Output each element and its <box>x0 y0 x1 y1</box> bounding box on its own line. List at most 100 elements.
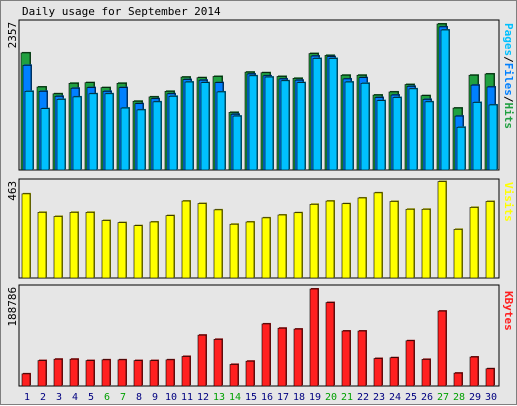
pages-bar <box>216 91 226 171</box>
kbytes-bar <box>389 357 399 387</box>
pages-bar <box>104 93 114 171</box>
visits-bar <box>405 208 415 279</box>
pages-bar <box>24 91 34 171</box>
kbytes-bar <box>21 373 31 387</box>
visits-bar <box>261 217 271 279</box>
pages-bar <box>472 102 482 171</box>
legend-files: Files <box>502 63 515 96</box>
visits-bar <box>181 200 191 279</box>
day-label: 20 <box>325 392 337 403</box>
day-label: 4 <box>72 392 78 403</box>
kbytes-bar <box>37 360 47 387</box>
visits-bar <box>421 208 431 279</box>
legend-sep: / <box>502 96 515 103</box>
pages-bar <box>248 75 258 171</box>
kbytes-bar <box>133 360 143 387</box>
visits-bar <box>469 207 479 279</box>
kbytes-bar <box>117 359 127 387</box>
y-max-label-1: 2357 <box>6 22 19 49</box>
pages-bar <box>328 58 338 171</box>
kbytes-bar <box>197 334 207 387</box>
kbytes-bar <box>373 358 383 387</box>
visits-bar <box>229 223 239 279</box>
pages-bar <box>88 93 98 171</box>
day-label: 22 <box>357 392 369 403</box>
pages-bar <box>264 76 274 171</box>
panel-1-border <box>18 19 500 171</box>
pages-bar <box>424 101 434 171</box>
visits-bar <box>357 197 367 279</box>
day-label: 8 <box>136 392 142 403</box>
kbytes-bar <box>341 330 351 387</box>
kbytes-bar <box>149 360 159 387</box>
legend-panel-3: KBytes <box>502 291 515 331</box>
visits-bar <box>389 201 399 279</box>
day-label: 14 <box>229 392 241 403</box>
visits-bar <box>341 203 351 279</box>
y-max-label-2: 463 <box>6 181 19 201</box>
pages-bar <box>200 82 210 171</box>
day-label: 19 <box>309 392 321 403</box>
pages-bar <box>312 58 322 171</box>
pages-bar <box>296 82 306 171</box>
day-label: 9 <box>152 392 158 403</box>
visits-bar <box>309 204 319 279</box>
visits-bar <box>213 209 223 279</box>
day-label: 10 <box>165 392 177 403</box>
visits-bar <box>373 192 383 279</box>
kbytes-bar <box>245 360 255 387</box>
visits-bar <box>245 221 255 279</box>
pages-bar <box>120 107 130 171</box>
kbytes-bar <box>485 368 495 387</box>
kbytes-bar <box>85 360 95 387</box>
day-label: 2 <box>40 392 46 403</box>
kbytes-bar <box>277 327 287 387</box>
pages-bar <box>376 100 386 171</box>
pages-bar <box>56 99 66 171</box>
kbytes-bar <box>293 328 303 387</box>
kbytes-bar <box>325 302 335 387</box>
pages-bar <box>440 29 450 171</box>
kbytes-bar <box>357 330 367 387</box>
day-label: 15 <box>245 392 257 403</box>
pages-bar <box>184 81 194 171</box>
legend-visits: Visits <box>502 182 515 222</box>
visits-bar <box>453 229 463 279</box>
pages-bar <box>72 96 82 171</box>
kbytes-bar <box>165 359 175 387</box>
kbytes-bar <box>309 288 319 387</box>
day-label: 3 <box>56 392 62 403</box>
pages-bar <box>488 104 498 171</box>
day-label: 28 <box>453 392 465 403</box>
visits-bar <box>165 215 175 279</box>
day-label: 13 <box>213 392 225 403</box>
visits-bar <box>133 225 143 279</box>
legend-hits: Hits <box>502 103 515 130</box>
chart-title: Daily usage for September 2014 <box>22 5 221 18</box>
day-label: 5 <box>88 392 94 403</box>
legend-panel-2: Visits <box>502 182 515 222</box>
panel-3-border <box>18 284 500 387</box>
day-label: 11 <box>181 392 193 403</box>
day-label: 7 <box>120 392 126 403</box>
day-label: 27 <box>437 392 449 403</box>
day-label: 24 <box>389 392 401 403</box>
pages-bar <box>456 126 466 171</box>
day-label: 26 <box>421 392 433 403</box>
legend-sep: / <box>502 56 515 63</box>
visits-bar <box>117 222 127 279</box>
legend-panel-1: Pages/Files/Hits <box>502 23 515 129</box>
day-label: 30 <box>485 392 497 403</box>
visits-bar <box>277 214 287 279</box>
pages-bar <box>280 80 290 171</box>
visits-bar <box>53 216 63 279</box>
day-label: 21 <box>341 392 353 403</box>
kbytes-bar <box>437 310 447 387</box>
pages-bar <box>40 108 50 171</box>
pages-bar <box>136 109 146 171</box>
kbytes-bar <box>181 356 191 387</box>
pages-bar <box>392 97 402 171</box>
panel-2-border <box>18 178 500 279</box>
